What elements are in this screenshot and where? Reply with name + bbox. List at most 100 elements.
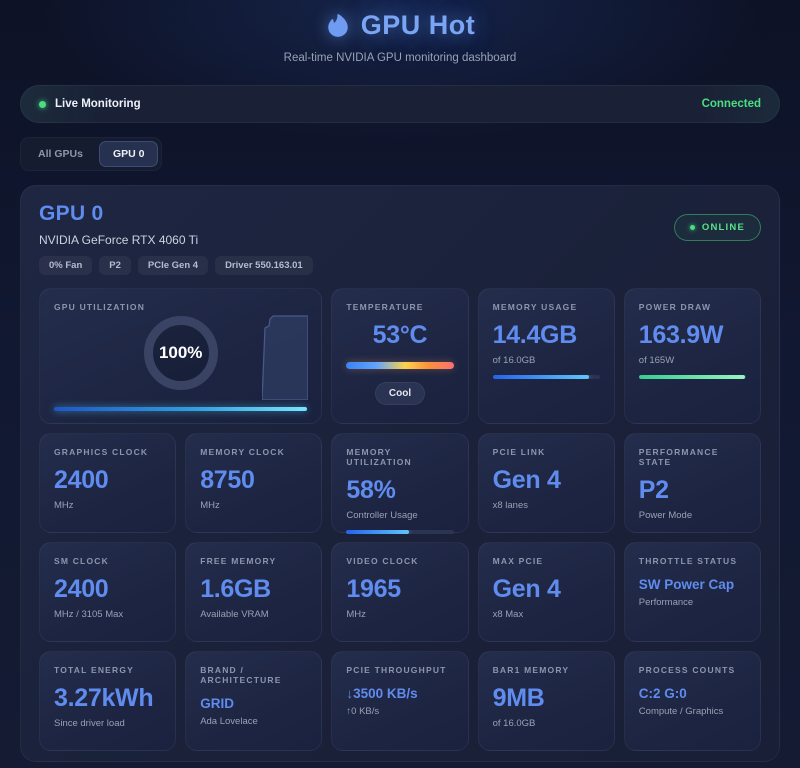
card-label: BRAND / ARCHITECTURE — [200, 665, 282, 685]
max-pcie-value: Gen 4 — [492, 575, 561, 603]
connection-status: Connected — [701, 98, 761, 110]
utilization-bar — [54, 407, 308, 411]
card-label: PROCESS COUNTS — [638, 665, 736, 675]
card-memory-usage: MEMORY USAGE 14.4GB of 16.0GB — [477, 288, 615, 424]
live-monitoring-label: Live Monitoring — [55, 98, 141, 110]
sm-clock-sub: MHz / 3105 Max — [54, 609, 124, 620]
memory-utilization-value: 58% — [346, 476, 396, 504]
card-label: GRAPHICS CLOCK — [54, 447, 149, 457]
card-label: MEMORY USAGE — [492, 302, 578, 312]
power-draw-sub: of 165W — [638, 355, 675, 366]
throttle-status-value: SW Power Cap — [638, 577, 735, 592]
card-label: BAR1 MEMORY — [492, 665, 570, 675]
app-title: GPU Hot — [360, 10, 476, 40]
power-draw-bar — [638, 375, 746, 379]
process-counts-value: C:2 G:0 — [638, 686, 687, 701]
max-pcie-sub: x8 Max — [492, 609, 524, 620]
gpu-tabs: All GPUs GPU 0 — [20, 137, 163, 171]
memory-utilization-sub: Controller Usage — [346, 510, 418, 521]
memory-clock-value: 8750 — [200, 466, 255, 494]
tab-gpu-0[interactable]: GPU 0 — [98, 141, 159, 167]
card-label: PCIE LINK — [492, 447, 546, 457]
total-energy-sub: Since driver load — [54, 718, 125, 729]
memory-utilization-bar — [346, 530, 454, 534]
graphics-clock-value: 2400 — [54, 466, 109, 494]
driver-chip: Driver 550.163.01 — [215, 256, 313, 275]
online-badge: ONLINE — [673, 214, 761, 241]
card-process-counts: PROCESS COUNTS C:2 G:0 Compute / Graphic… — [623, 651, 761, 751]
card-pcie-link: PCIE LINK Gen 4 x8 lanes — [477, 433, 615, 533]
free-memory-sub: Available VRAM — [200, 609, 269, 620]
card-total-energy: TOTAL ENERGY 3.27kWh Since driver load — [39, 651, 177, 751]
memory-usage-value: 14.4GB — [492, 321, 578, 349]
card-label: THROTTLE STATUS — [638, 556, 738, 566]
process-counts-sub: Compute / Graphics — [638, 706, 724, 717]
power-draw-bar-fill — [638, 375, 745, 379]
card-performance-state: PERFORMANCE STATE P2 Power Mode — [623, 433, 761, 533]
performance-state-sub: Power Mode — [638, 510, 693, 521]
live-status-dot-icon — [39, 100, 46, 108]
utilization-history-sparkline — [262, 315, 309, 400]
temperature-gradient-bar — [346, 362, 454, 369]
online-label: ONLINE — [701, 222, 745, 233]
card-gpu-utilization: GPU UTILIZATION 100% — [39, 288, 323, 424]
card-throttle-status: THROTTLE STATUS SW Power Cap Performance — [623, 542, 761, 642]
memory-usage-bar-fill — [492, 375, 590, 379]
card-temperature: TEMPERATURE 53°C Cool — [331, 288, 469, 424]
gpu-chip-row: 0% Fan P2 PCIe Gen 4 Driver 550.163.01 — [39, 256, 313, 275]
card-memory-clock: MEMORY CLOCK 8750 MHz — [185, 433, 323, 533]
pstate-chip: P2 — [99, 256, 131, 275]
utilization-gauge: 100% — [143, 316, 218, 391]
fan-chip: 0% Fan — [39, 256, 93, 275]
temperature-value: 53°C — [372, 321, 428, 349]
utilization-value: 100% — [158, 343, 203, 363]
card-free-memory: FREE MEMORY 1.6GB Available VRAM — [185, 542, 323, 642]
card-pcie-throughput: PCIE THROUGHPUT ↓3500 KB/s ↑0 KB/s — [331, 651, 469, 751]
utilization-bar-fill — [54, 407, 308, 411]
card-label: TEMPERATURE — [346, 302, 424, 312]
bar1-memory-value: 9MB — [492, 684, 545, 712]
pcie-link-sub: x8 lanes — [492, 500, 528, 511]
card-graphics-clock: GRAPHICS CLOCK 2400 MHz — [39, 433, 177, 533]
card-sm-clock: SM CLOCK 2400 MHz / 3105 Max — [39, 542, 177, 642]
online-dot-icon — [689, 225, 695, 230]
card-label: MAX PCIE — [492, 556, 544, 566]
video-clock-value: 1965 — [346, 575, 401, 603]
brand-architecture-sub: Ada Lovelace — [200, 716, 258, 727]
pcie-throughput-rx: ↓3500 KB/s — [346, 686, 418, 701]
brand-architecture-value: GRID — [200, 696, 234, 711]
temperature-status-badge: Cool — [374, 382, 426, 405]
card-label: FREE MEMORY — [200, 556, 277, 566]
card-video-clock: VIDEO CLOCK 1965 MHz — [331, 542, 469, 642]
memory-utilization-bar-fill — [346, 530, 409, 534]
card-label: PCIE THROUGHPUT — [346, 665, 447, 675]
card-label: MEMORY CLOCK — [200, 447, 285, 457]
card-label: TOTAL ENERGY — [54, 665, 135, 675]
tab-all-gpus[interactable]: All GPUs — [38, 148, 83, 160]
card-brand-architecture: BRAND / ARCHITECTURE GRID Ada Lovelace — [185, 651, 323, 751]
gpu-name: GPU 0 — [39, 202, 104, 225]
memory-usage-bar — [492, 375, 600, 379]
pcie-gen-chip: PCIe Gen 4 — [137, 256, 209, 275]
card-max-pcie: MAX PCIE Gen 4 x8 Max — [477, 542, 615, 642]
gpu-panel-header: GPU 0 NVIDIA GeForce RTX 4060 Ti 0% Fan … — [39, 202, 761, 275]
card-label: POWER DRAW — [638, 302, 712, 312]
gpu-panel: GPU 0 NVIDIA GeForce RTX 4060 Ti 0% Fan … — [20, 185, 780, 762]
bar1-memory-sub: of 16.0GB — [492, 718, 536, 729]
app-subtitle: Real-time NVIDIA GPU monitoring dashboar… — [283, 52, 517, 64]
pcie-link-value: Gen 4 — [492, 466, 561, 494]
metric-grid: GPU UTILIZATION 100% TEMPERATURE 53°C Co… — [39, 288, 761, 751]
live-monitoring-bar: Live Monitoring Connected — [20, 85, 780, 123]
gpu-model: NVIDIA GeForce RTX 4060 Ti — [39, 233, 199, 247]
sm-clock-value: 2400 — [54, 575, 109, 603]
performance-state-value: P2 — [638, 476, 669, 504]
card-label: VIDEO CLOCK — [346, 556, 419, 566]
pcie-throughput-tx: ↑0 KB/s — [346, 706, 380, 717]
flame-icon — [325, 13, 351, 39]
card-memory-utilization: MEMORY UTILIZATION 58% Controller Usage — [331, 433, 469, 534]
free-memory-value: 1.6GB — [200, 575, 271, 603]
power-draw-value: 163.9W — [638, 321, 724, 349]
memory-usage-sub: of 16.0GB — [492, 355, 536, 366]
app-header: GPU Hot Real-time NVIDIA GPU monitoring … — [20, 0, 780, 64]
